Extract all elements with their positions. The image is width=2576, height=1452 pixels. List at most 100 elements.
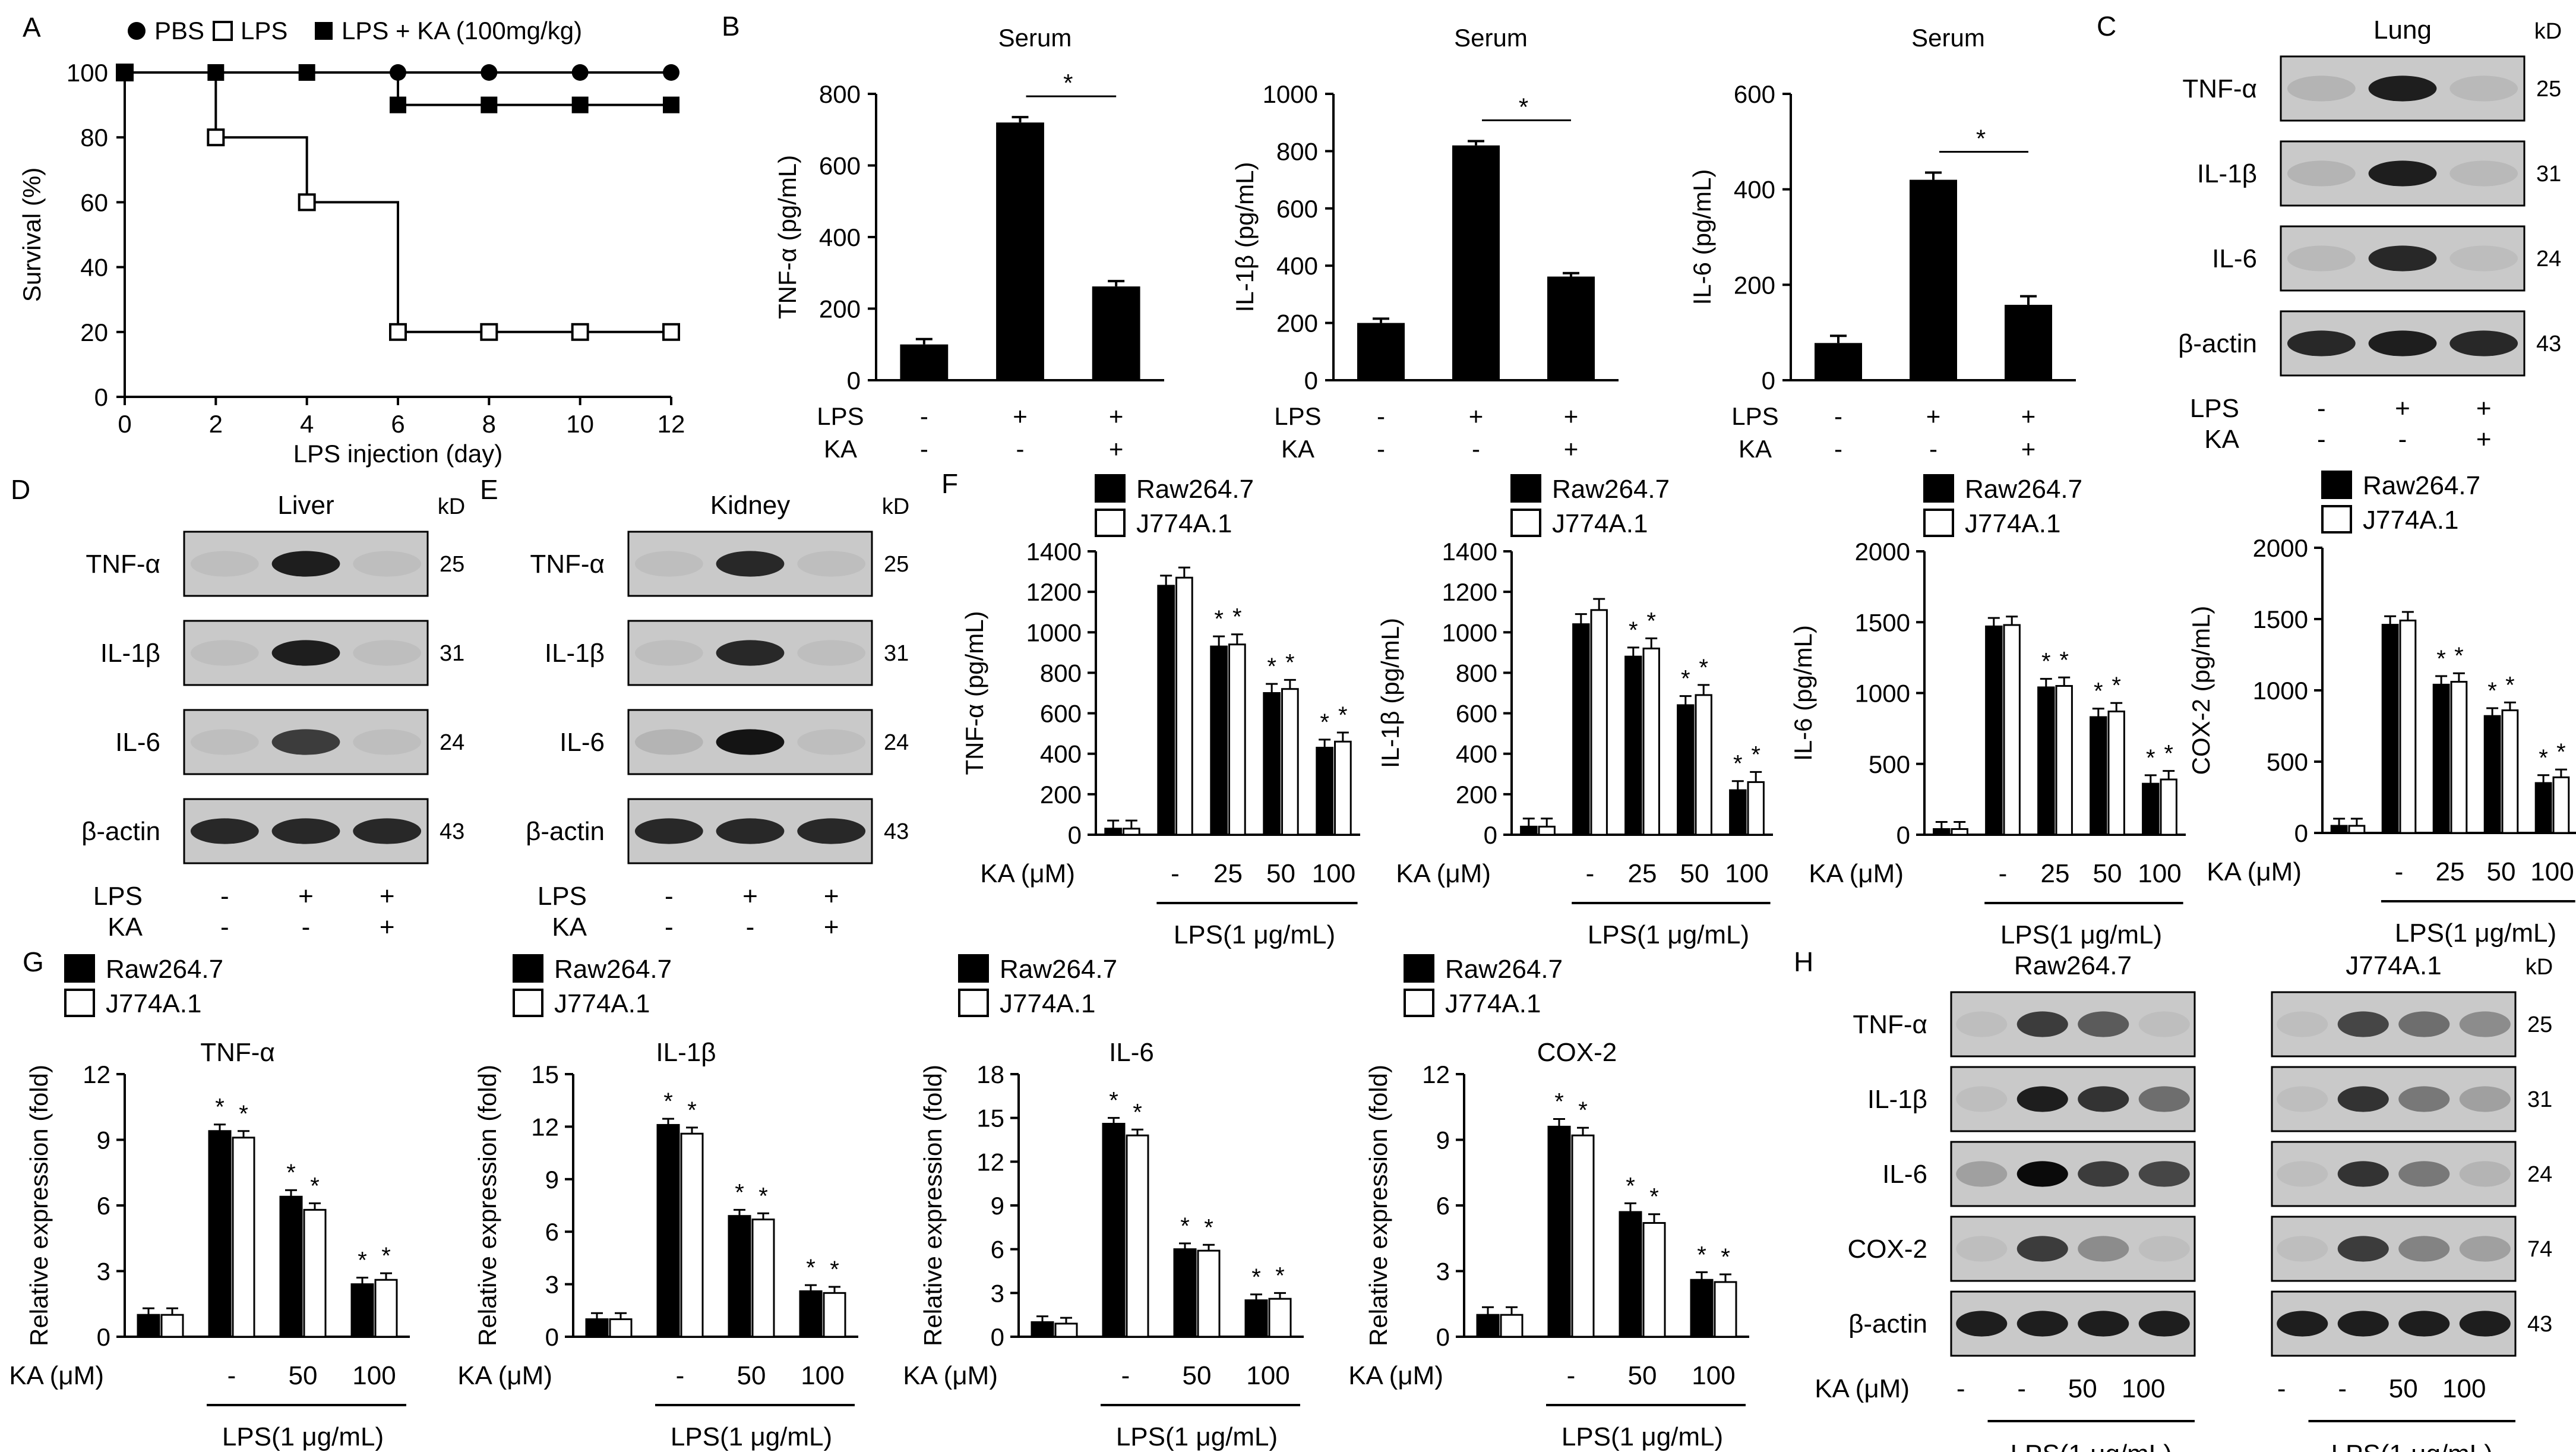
y-tick-label: 1200	[1442, 578, 1497, 606]
blot-band-label: IL-6	[560, 728, 605, 757]
blot-band	[2287, 330, 2356, 356]
y-tick-label: 600	[1276, 195, 1318, 223]
blot-band	[2287, 245, 2356, 272]
y-tick-label: 6	[991, 1236, 1004, 1264]
blot-band	[2078, 1161, 2129, 1187]
row-value: -	[920, 402, 928, 430]
x-row-label: KA (μM)	[1348, 1361, 1443, 1390]
group-label: LPS(1 μg/mL)	[671, 1422, 832, 1451]
row-value: +	[2021, 402, 2036, 430]
blot-band	[2078, 1086, 2129, 1112]
bar	[680, 1132, 704, 1338]
y-tick-label: 0	[1304, 367, 1318, 394]
y-tick-label: 0	[1436, 1323, 1450, 1351]
blot-strip	[1950, 991, 2196, 1058]
blot-band	[1956, 1311, 2008, 1337]
blot-band	[2277, 1311, 2328, 1337]
blot-band	[716, 551, 785, 577]
bar	[2160, 778, 2177, 836]
x-row-label: KA (μM)	[457, 1361, 552, 1390]
x-category-label: 25	[2436, 857, 2465, 886]
bar	[1092, 286, 1140, 380]
blot-strip	[2271, 991, 2517, 1058]
blot-band-label: β-actin	[526, 817, 605, 846]
blot-strip	[1950, 1066, 2196, 1132]
y-axis-label: Relative expression (fold)	[919, 1065, 947, 1346]
x-row-label: KA (μM)	[980, 859, 1075, 888]
significance-star: *	[1204, 1214, 1213, 1240]
legend-swatch	[1510, 509, 1541, 537]
row-value: +	[380, 913, 395, 942]
row-value: -	[2017, 1374, 2026, 1403]
row-value: -	[1929, 435, 1937, 463]
blot-band	[2138, 1086, 2190, 1112]
bar	[823, 1292, 846, 1338]
significance-star: *	[310, 1173, 320, 1199]
blot-band	[797, 551, 866, 577]
bar	[137, 1314, 160, 1338]
legend-swatch	[1095, 509, 1126, 537]
y-tick-label: 400	[819, 223, 861, 251]
bar	[1619, 1211, 1642, 1338]
kd-value: 31	[2527, 1087, 2552, 1112]
legend-swatch	[513, 989, 543, 1017]
x-category-label: -	[1999, 859, 2008, 888]
row-label: LPS	[2190, 394, 2239, 423]
blot-band	[2459, 1236, 2511, 1262]
blot-band-label: TNF-α	[530, 550, 605, 579]
legend-swatch	[958, 989, 989, 1017]
blot-band	[2337, 1011, 2389, 1037]
x-category-label: 25	[1628, 859, 1657, 888]
significance-star: *	[663, 1088, 673, 1115]
blot-band	[190, 640, 259, 666]
bar	[2483, 715, 2501, 834]
row-value: 50	[2389, 1374, 2418, 1403]
blot-band	[797, 640, 866, 666]
y-tick-label: 15	[531, 1060, 559, 1088]
significance-star: *	[2112, 673, 2121, 699]
bar	[160, 1314, 184, 1338]
row-value: -	[1834, 402, 1842, 430]
row-value: +	[824, 913, 839, 942]
legend-swatch	[1404, 954, 1434, 983]
y-tick-label: 500	[2267, 748, 2308, 776]
blot-band	[2138, 1311, 2190, 1337]
bar	[799, 1290, 823, 1338]
bar	[232, 1137, 255, 1338]
legend-swatch	[1095, 474, 1126, 503]
data-point	[663, 64, 679, 81]
chart-title: Serum	[998, 24, 1072, 52]
y-tick-label: 12	[531, 1113, 559, 1141]
blot-band	[2337, 1161, 2389, 1187]
y-axis-label: TNF-α (pg/mL)	[960, 611, 988, 775]
legend-label: Raw264.7	[1000, 955, 1117, 984]
x-category-label: 50	[737, 1361, 766, 1390]
bar	[1538, 825, 1556, 836]
y-tick-label: 600	[1734, 80, 1775, 108]
x-tick-label: 8	[482, 410, 496, 438]
row-value: +	[1109, 435, 1124, 463]
data-point	[662, 323, 680, 341]
y-axis-label: Relative expression (fold)	[25, 1065, 53, 1346]
y-tick-label: 0	[1897, 821, 1910, 849]
significance-star: *	[1976, 125, 1986, 153]
x-category-label: -	[1567, 1361, 1576, 1390]
significance-star: *	[2539, 745, 2548, 771]
y-tick-label: 100	[67, 59, 108, 87]
y-tick-label: 400	[1456, 740, 1497, 768]
panel-label-d: D	[11, 474, 30, 505]
bar	[1815, 343, 1862, 380]
blot-band	[2016, 1236, 2068, 1262]
x-category-label: 50	[1266, 859, 1295, 888]
x-category-label: -	[1586, 859, 1595, 888]
row-label: LPS	[817, 402, 864, 430]
y-tick-label: 1200	[1026, 578, 1082, 606]
bar	[2501, 709, 2519, 834]
kd-value: 43	[884, 819, 909, 844]
significance-star: *	[1699, 655, 1708, 681]
y-tick-label: 0	[1068, 821, 1082, 849]
legend-label: Raw264.7	[2363, 471, 2480, 500]
y-axis-label: Relative expression (fold)	[1364, 1065, 1392, 1346]
row-label: KA	[2204, 425, 2239, 454]
survival-line-2	[125, 71, 671, 106]
